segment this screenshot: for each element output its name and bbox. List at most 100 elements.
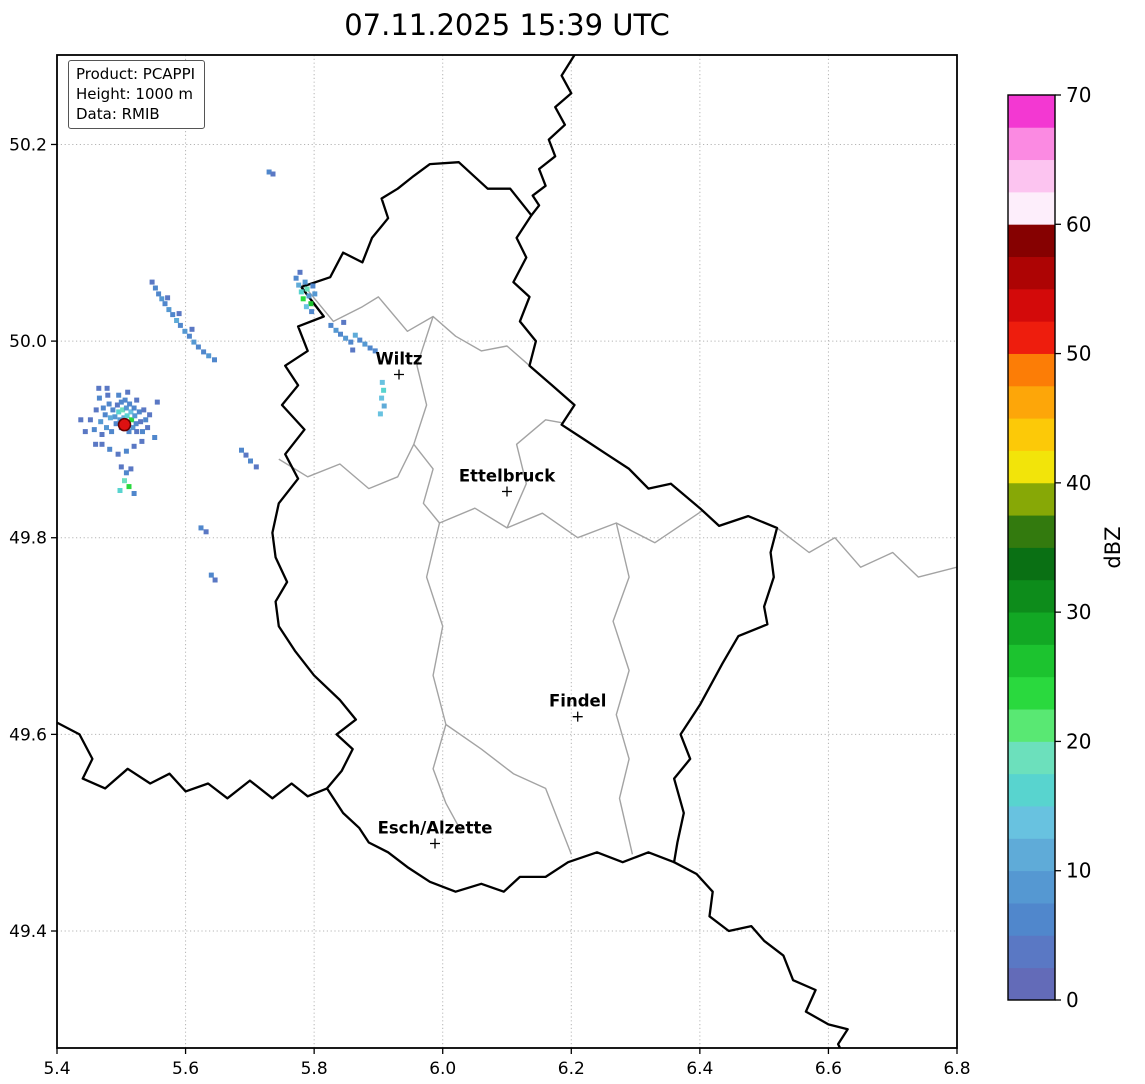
city-label: Ettelbruck [459, 467, 556, 486]
echo-pixel [333, 327, 339, 333]
colorbar-band [1008, 644, 1055, 678]
echo-pixel [152, 285, 158, 291]
echo-pixel [145, 425, 151, 431]
echo-pixel [91, 427, 97, 433]
x-tick-label: 5.8 [301, 1059, 328, 1079]
echo-pixel [123, 405, 129, 411]
echo-pixel [102, 412, 108, 418]
echo-pixel [116, 409, 122, 415]
city-label: Esch/Alzette [378, 819, 493, 838]
echo-pixel [189, 326, 195, 332]
colorbar-frame [1007, 94, 1056, 1001]
echo-pixel [132, 413, 138, 419]
x-tick-label: 6.2 [558, 1059, 585, 1079]
echo-pixel [303, 304, 309, 310]
y-tick-label: 50.2 [9, 135, 47, 155]
echo-pixel [212, 357, 217, 363]
colorbar-band [1008, 288, 1055, 322]
colorbar-ticks: 0 10 20 30 40 50 60 70 [1055, 83, 1091, 1012]
echo-pixel [93, 441, 99, 447]
echo-pixel [117, 488, 123, 493]
echo-pixel [104, 425, 109, 431]
echo-pixel [112, 414, 118, 420]
colorbar-band [1008, 709, 1055, 742]
colorbar-band [1008, 903, 1055, 936]
echo-pixel [298, 289, 304, 295]
echo-pixel [134, 397, 140, 403]
echo-pixel [212, 577, 218, 583]
echo-pixel [296, 282, 302, 288]
echo-pixel [297, 269, 303, 275]
echo-pixel [123, 470, 129, 476]
echo-pixel [110, 407, 116, 413]
echo-pixel [154, 399, 160, 405]
echo-pixel [379, 395, 385, 401]
echo-pixel [201, 349, 207, 355]
echo-pixel [140, 429, 145, 435]
echo-pixel [99, 432, 105, 437]
colorbar-band [1008, 418, 1055, 451]
radar-site-marker [117, 417, 132, 432]
city-plus-icon [572, 711, 583, 722]
echo-pixel [141, 407, 147, 413]
echo-pixel [343, 335, 349, 341]
echo-pixel [78, 417, 84, 423]
colorbar-band [1008, 773, 1055, 807]
echo-pixel [107, 415, 113, 421]
x-tick-label: 6.6 [815, 1059, 842, 1079]
colorbar-tick-label: 60 [1066, 212, 1091, 236]
echo-pixel [166, 307, 172, 313]
plot-title: 07.11.2025 15:39 UTC [344, 8, 670, 42]
district-borders [278, 283, 957, 855]
colorbar-band [1008, 547, 1055, 581]
echo-pixel [239, 447, 244, 453]
echo-pixel [124, 413, 130, 419]
colorbar-band [1008, 95, 1055, 128]
echo-pixel [308, 301, 314, 307]
x-tick-label: 6.4 [686, 1059, 713, 1079]
echo-pixel [381, 387, 387, 393]
echo-pixel [125, 389, 131, 395]
echo-pixel [174, 318, 180, 323]
echo-pixel [191, 339, 197, 345]
colorbar-band [1008, 256, 1055, 290]
echo-pixel [362, 341, 368, 347]
colorbar-band [1008, 482, 1055, 516]
y-tick-label: 49.6 [9, 725, 47, 745]
echo-pixel [304, 286, 310, 292]
echo-pixel [82, 429, 88, 435]
echo-pixel [99, 441, 105, 447]
info-line-height: Height: 1000 m [76, 85, 193, 104]
echo-pixel [328, 322, 334, 328]
echo-pixel [182, 328, 188, 334]
plot-frame [56, 54, 958, 1049]
city-plus-icon [394, 369, 404, 380]
colorbar-tick-label: 50 [1066, 342, 1091, 366]
colorbar-band [1008, 224, 1055, 258]
echo-pixel [134, 429, 140, 435]
echo-pixel [96, 385, 102, 391]
echo-pixel [131, 443, 137, 449]
info-line-product: Product: PCAPPI [76, 65, 196, 83]
echo-pixel [128, 409, 134, 415]
colorbar-band [1008, 612, 1055, 645]
echo-pixel [106, 401, 112, 407]
echo-pixel [116, 392, 122, 398]
echo-pixel [300, 296, 306, 302]
echo-pixel [266, 169, 272, 175]
echo-pixel [113, 421, 119, 427]
colorbar-tick-label: 10 [1066, 859, 1091, 883]
x-tick-label: 5.6 [172, 1059, 199, 1079]
echo-pixel [310, 283, 316, 289]
echo-pixel [104, 385, 110, 391]
x-tick-label: 5.4 [43, 1059, 70, 1079]
echo-pixel [176, 311, 182, 317]
city-label: Findel [549, 692, 606, 711]
info-line-data: Data: RMIB [76, 105, 160, 124]
colorbar-band [1008, 806, 1055, 839]
echo-pixel [131, 491, 137, 496]
echo-pixel [162, 301, 168, 307]
echo-pixel [96, 395, 102, 401]
city-plus-icon [430, 838, 440, 849]
